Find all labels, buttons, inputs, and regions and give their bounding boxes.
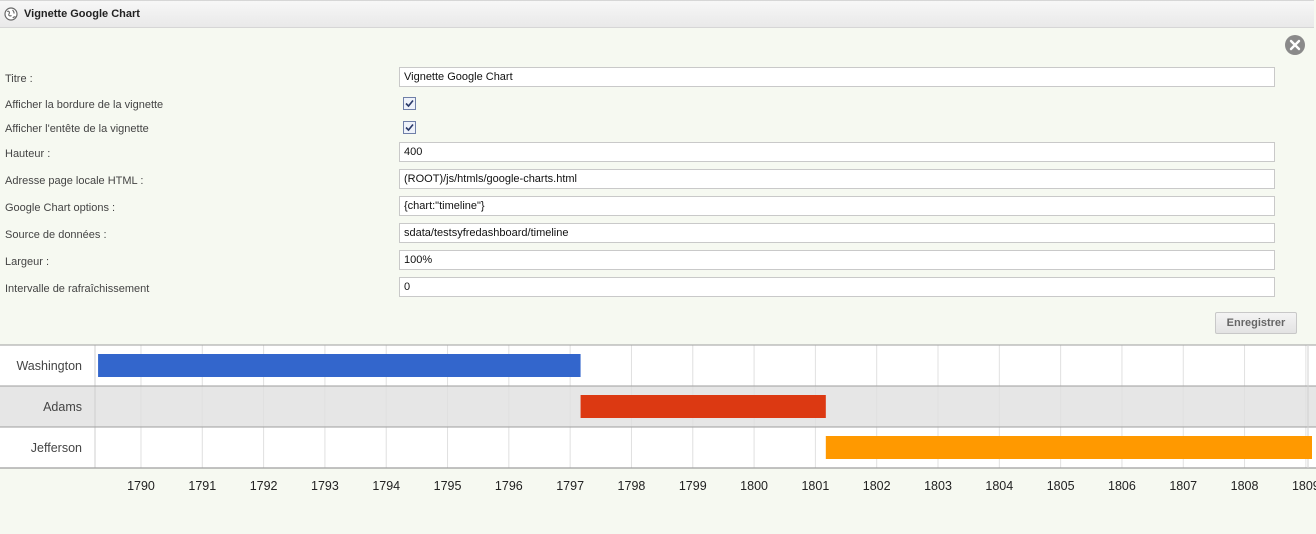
close-button[interactable]: [1285, 35, 1305, 55]
show-border-label: Afficher la bordure de la vignette: [5, 99, 164, 111]
source-input[interactable]: sdata/testsyfredashboard/timeline: [399, 223, 1275, 243]
address-input[interactable]: (ROOT)/js/htmls/google-charts.html: [399, 169, 1275, 189]
form-row-show-border: Afficher la bordure de la vignette: [0, 96, 1316, 118]
options-label: Google Chart options :: [5, 202, 116, 214]
tick-label: 1798: [618, 479, 646, 493]
tick-label: 1805: [1047, 479, 1075, 493]
refresh-label: Intervalle de rafraîchissement: [5, 283, 150, 295]
address-label: Adresse page locale HTML :: [5, 175, 144, 187]
tick-label: 1791: [188, 479, 216, 493]
source-label: Source de données :: [5, 229, 107, 241]
form-row-refresh: Intervalle de rafraîchissement 0: [0, 277, 1316, 299]
title-label: Titre :: [5, 73, 33, 85]
panel-header: Vignette Google Chart: [0, 0, 1314, 28]
form-row-address: Adresse page locale HTML : (ROOT)/js/htm…: [0, 169, 1316, 191]
width-input[interactable]: 100%: [399, 250, 1275, 270]
show-border-checkbox[interactable]: [403, 97, 416, 110]
close-icon: [1289, 39, 1301, 51]
show-header-label: Afficher l'entête de la vignette: [5, 123, 149, 135]
tick-label: 1803: [924, 479, 952, 493]
form-row-width: Largeur : 100%: [0, 250, 1316, 272]
form-row-height: Hauteur : 400: [0, 142, 1316, 164]
title-input[interactable]: Vignette Google Chart: [399, 67, 1275, 87]
tick-label: 1799: [679, 479, 707, 493]
form-row-source: Source de données : sdata/testsyfredashb…: [0, 223, 1316, 245]
tick-label: 1793: [311, 479, 339, 493]
height-input[interactable]: 400: [399, 142, 1275, 162]
tick-label: 1801: [801, 479, 829, 493]
tick-label: 1795: [434, 479, 462, 493]
tick-label: 1802: [863, 479, 891, 493]
timeline-svg: Washington Adams Jefferson 1790 1791 1792 1793…: [0, 344, 1316, 493]
save-button[interactable]: Enregistrer: [1215, 312, 1297, 334]
tick-label: 1806: [1108, 479, 1136, 493]
options-input[interactable]: {chart:"timeline"}: [399, 196, 1275, 216]
width-label: Largeur :: [5, 256, 50, 268]
tick-label: 1790: [127, 479, 155, 493]
timeline-bar: [98, 354, 581, 377]
checkmark-icon: [405, 99, 414, 108]
refresh-input[interactable]: 0: [399, 277, 1275, 297]
tick-label: 1797: [556, 479, 584, 493]
row-label: Washington: [16, 359, 82, 373]
tick-label: 1804: [985, 479, 1013, 493]
tick-label: 1794: [372, 479, 400, 493]
height-label: Hauteur :: [5, 148, 51, 160]
form-row-title: Titre : Vignette Google Chart: [0, 67, 1316, 89]
tick-label: 1800: [740, 479, 768, 493]
form-row-options: Google Chart options : {chart:"timeline"…: [0, 196, 1316, 218]
row-label: Jefferson: [31, 441, 82, 455]
timeline-bar: [825, 436, 1312, 459]
tick-label: 1796: [495, 479, 523, 493]
tick-label: 1809: [1292, 479, 1316, 493]
timeline-bar: [580, 395, 826, 418]
checkmark-icon: [405, 123, 414, 132]
tick-label: 1807: [1169, 479, 1197, 493]
panel-title: Vignette Google Chart: [24, 8, 140, 20]
form-row-show-header: Afficher l'entête de la vignette: [0, 120, 1316, 142]
show-header-checkbox[interactable]: [403, 121, 416, 134]
tick-label: 1808: [1231, 479, 1259, 493]
timeline-chart: Washington Adams Jefferson 1790 1791 1792 1793…: [0, 344, 1316, 504]
globe-icon: [4, 7, 18, 21]
tick-label: 1792: [250, 479, 278, 493]
row-label: Adams: [43, 400, 82, 414]
